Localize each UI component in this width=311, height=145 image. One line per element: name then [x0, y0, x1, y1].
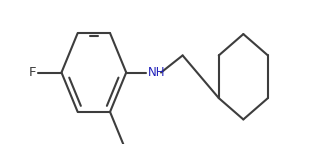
Text: F: F [28, 66, 36, 79]
Text: NH: NH [148, 66, 165, 79]
